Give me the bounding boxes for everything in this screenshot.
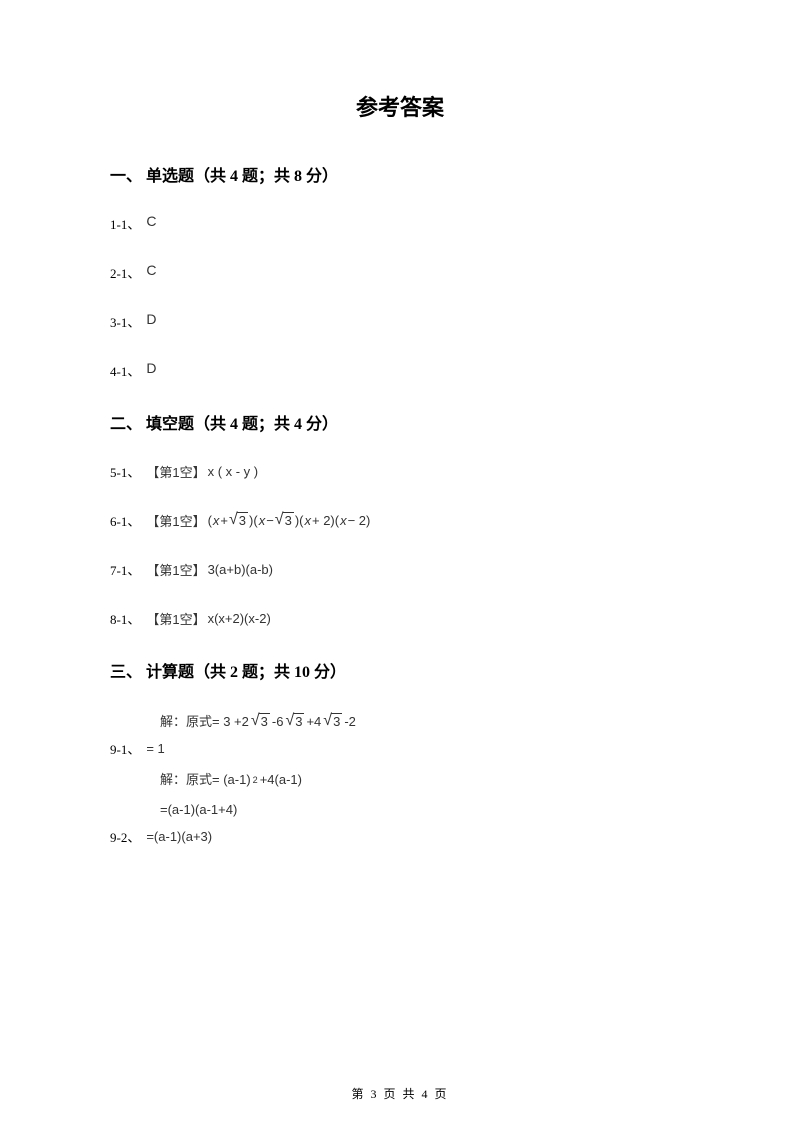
expr-text: x(x+2)(x-2) — [208, 611, 271, 626]
answer-value: D — [146, 311, 156, 327]
sqrt-icon: 3 — [251, 713, 270, 730]
fill-row: 5-1、 【第1空】 x ( x - y ) — [110, 462, 690, 481]
answer-num: 5-1、 — [110, 462, 140, 481]
blank-prefix: 【第1空】 — [146, 560, 205, 579]
fill-answer: 【第1空】 3(a+b)(a-b) — [146, 560, 273, 579]
answer-row: 2-1、 C — [110, 263, 690, 282]
sqrt-icon: 3 — [323, 713, 342, 730]
answer-row: 3-1、 D — [110, 312, 690, 331]
calc-line: 解：原式= (a-1)2+4(a-1) — [160, 768, 690, 791]
calc-text: +4(a-1) — [260, 768, 302, 791]
expr-text: 3(a+b)(a-b) — [208, 562, 273, 577]
answer-row: 4-1、 D — [110, 361, 690, 380]
fill-answer: 【第1空】 ( x + 3)(x − 3)(x + 2)(x − 2) — [146, 511, 370, 530]
answer-row: 1-1、 C — [110, 214, 690, 233]
calc-line: =(a-1)(a-1+4) — [160, 798, 690, 821]
answer-value: C — [146, 213, 156, 229]
calc-text: +4 — [306, 710, 321, 733]
answer-num: 8-1、 — [110, 609, 140, 628]
page-footer: 第 3 页 共 4 页 — [0, 1085, 800, 1102]
calc-result-row: 9-2、 =(a-1)(a+3) — [110, 827, 690, 846]
fill-row: 8-1、 【第1空】 x(x+2)(x-2) — [110, 609, 690, 628]
calc-text: -6 — [272, 710, 284, 733]
sqrt-icon: 3 — [285, 713, 304, 730]
answer-num: 6-1、 — [110, 511, 140, 530]
section-2-heading: 二、 填空题（共 4 题；共 4 分） — [110, 410, 690, 434]
answer-num: 9-1、 — [110, 739, 140, 758]
answer-num: 3-1、 — [110, 312, 140, 331]
fill-row: 7-1、 【第1空】 3(a+b)(a-b) — [110, 560, 690, 579]
calc-block: 解：原式= (a-1)2+4(a-1) =(a-1)(a-1+4) — [160, 768, 690, 821]
fill-answer: 【第1空】 x ( x - y ) — [146, 462, 258, 481]
page-title: 参考答案 — [110, 90, 690, 122]
calc-text: 解：原式= 3 +2 — [160, 710, 249, 733]
answer-num: 9-2、 — [110, 827, 140, 846]
calc-result: = 1 — [146, 741, 164, 756]
calc-text: -2 — [344, 710, 356, 733]
calc-result: =(a-1)(a+3) — [146, 829, 212, 844]
blank-prefix: 【第1空】 — [146, 462, 205, 481]
calc-result-row: 9-1、 = 1 — [110, 739, 690, 758]
answer-num: 1-1、 — [110, 214, 140, 233]
section-3-heading: 三、 计算题（共 2 题；共 10 分） — [110, 658, 690, 682]
fill-answer: 【第1空】 x(x+2)(x-2) — [146, 609, 270, 628]
superscript: 2 — [253, 772, 258, 788]
blank-prefix: 【第1空】 — [146, 609, 205, 628]
expr-math: ( x + 3)(x − 3)(x + 2)(x − 2) — [208, 512, 371, 529]
answer-num: 4-1、 — [110, 361, 140, 380]
expr-text: x ( x - y ) — [208, 464, 259, 479]
blank-prefix: 【第1空】 — [146, 511, 205, 530]
fill-row: 6-1、 【第1空】 ( x + 3)(x − 3)(x + 2)(x − 2) — [110, 511, 690, 530]
calc-block: 解：原式= 3 +2 3 -6 3 +4 3 -2 — [160, 710, 690, 733]
calc-line: 解：原式= 3 +2 3 -6 3 +4 3 -2 — [160, 710, 690, 733]
answer-value: C — [146, 262, 156, 278]
calc-text: 解：原式= (a-1) — [160, 768, 251, 791]
answer-num: 2-1、 — [110, 263, 140, 282]
answer-num: 7-1、 — [110, 560, 140, 579]
section-1-heading: 一、 单选题（共 4 题；共 8 分） — [110, 162, 690, 186]
answer-value: D — [146, 360, 156, 376]
